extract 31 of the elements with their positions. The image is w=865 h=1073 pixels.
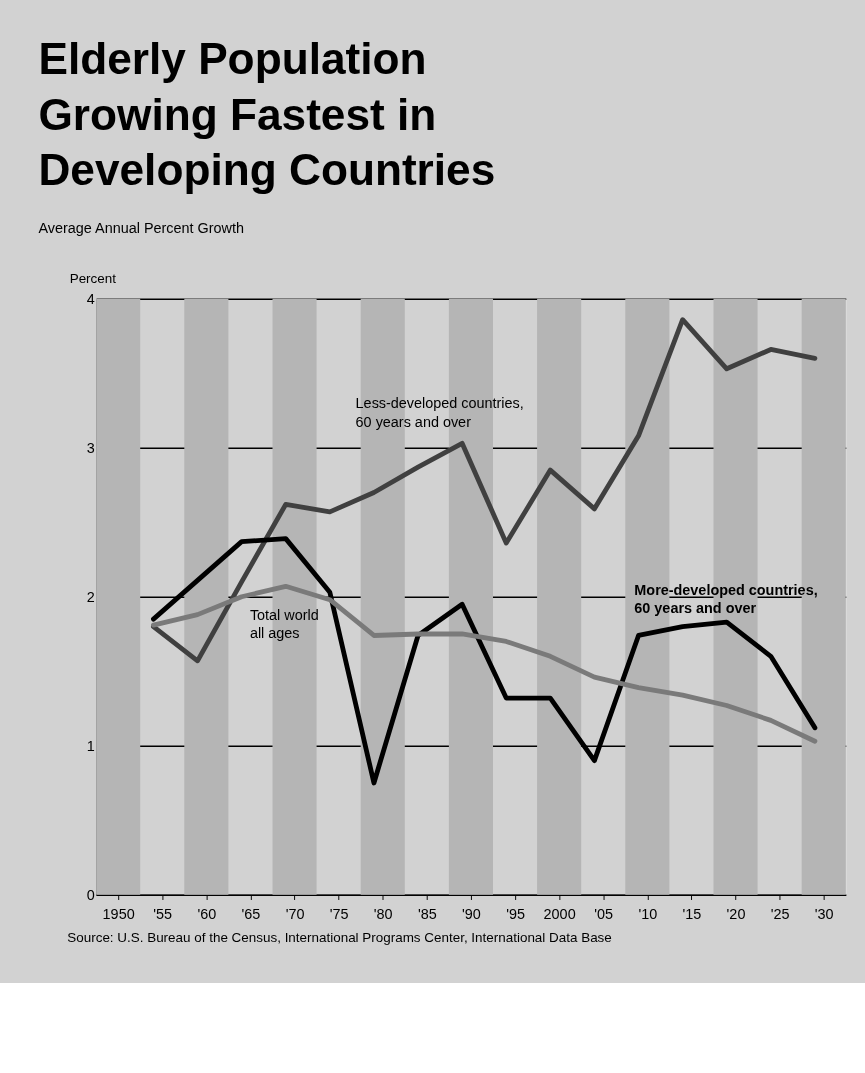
x-tick-label: '25 bbox=[770, 906, 790, 923]
x-tick-label: '95 bbox=[506, 906, 525, 923]
line-series bbox=[151, 317, 818, 664]
y-tick-label: 2 bbox=[86, 589, 95, 606]
text: Less-developed countries, 60 years and over bbox=[355, 395, 524, 430]
x-tick-label: '85 bbox=[417, 906, 437, 923]
series-label: Total world all ages bbox=[249, 606, 319, 642]
y-tick-label: 4 bbox=[86, 291, 95, 308]
y-tick-label: 3 bbox=[86, 440, 95, 457]
chart-subtitle: Average Annual Percent Growth bbox=[38, 220, 245, 237]
x-tick-label: '55 bbox=[153, 906, 173, 923]
x-tick-label: '05 bbox=[594, 906, 614, 923]
chart-title: Elderly Population Growing Fastest in Developing Countries bbox=[38, 33, 496, 195]
x-tick-label: '80 bbox=[373, 906, 393, 923]
y-tick-label: 0 bbox=[86, 886, 95, 903]
x-tick-label: '65 bbox=[241, 906, 261, 923]
y-tick-label: 1 bbox=[86, 738, 95, 754]
x-tick-label: '20 bbox=[726, 906, 746, 923]
x-tick-label: 2000 bbox=[543, 906, 576, 923]
series-label: More-developed countries, 60 years and over bbox=[634, 581, 818, 617]
x-tick-label: '10 bbox=[638, 906, 658, 923]
y-axis-title: Percent bbox=[69, 270, 117, 286]
line-series bbox=[151, 583, 818, 744]
x-tick-label: '30 bbox=[814, 906, 834, 923]
x-tick-label: '75 bbox=[329, 906, 349, 923]
x-tick-label: '70 bbox=[285, 906, 305, 923]
source-note: Source: U.S. Bureau of the Census, International Programs Center, International Data Base bbox=[67, 929, 612, 945]
x-tick-label: 1950 bbox=[102, 906, 135, 923]
x-tick-label: '60 bbox=[197, 906, 217, 923]
x-tick-label: '15 bbox=[682, 906, 702, 923]
x-tick-label: '90 bbox=[462, 906, 481, 923]
